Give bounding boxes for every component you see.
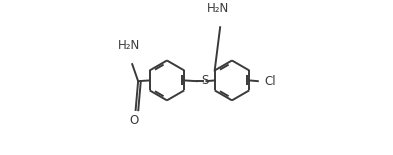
Text: O: O [130, 114, 139, 127]
Text: H₂N: H₂N [207, 2, 229, 15]
Text: S: S [201, 74, 208, 87]
Text: Cl: Cl [264, 75, 276, 88]
Text: H₂N: H₂N [118, 39, 140, 52]
